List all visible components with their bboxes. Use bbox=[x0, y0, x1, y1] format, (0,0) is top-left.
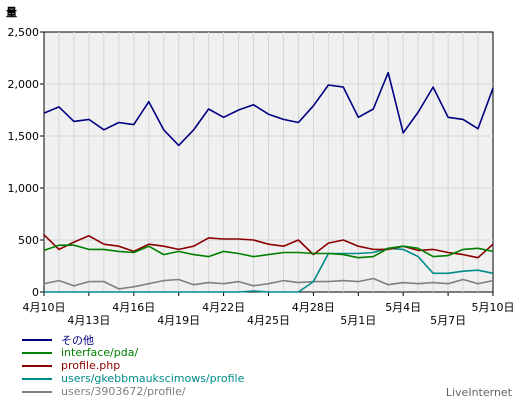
x-tick-label: 4月28日 bbox=[292, 301, 335, 314]
x-tick-label: 4月16日 bbox=[112, 301, 155, 314]
legend: その他 interface/pda/profile.php users/gkebbm… bbox=[22, 333, 244, 398]
y-tick-label: 500 bbox=[18, 234, 39, 247]
x-tick-label: 4月19日 bbox=[157, 314, 200, 327]
legend-item: interface/pda/ bbox=[22, 346, 244, 359]
y-tick-label: 1,500 bbox=[8, 130, 40, 143]
legend-swatch bbox=[22, 390, 52, 393]
x-tick-label: 5月7日 bbox=[430, 314, 466, 327]
y-axis-label: 量 bbox=[6, 6, 17, 19]
x-tick-label: 5月4日 bbox=[385, 301, 421, 314]
legend-label: users/3903672/profile/ bbox=[61, 385, 186, 398]
x-tick-label: 4月25日 bbox=[247, 314, 290, 327]
series-line bbox=[43, 71, 494, 147]
x-tick-label: 4月13日 bbox=[67, 314, 110, 327]
legend-label: その他 bbox=[61, 333, 94, 347]
legend-item: profile.php bbox=[22, 359, 244, 372]
legend-item: その他 bbox=[22, 333, 244, 347]
y-tick-label: 2,000 bbox=[8, 78, 40, 91]
legend-swatch bbox=[22, 351, 52, 354]
series-line bbox=[43, 234, 494, 259]
y-tick-label: 1,000 bbox=[8, 182, 40, 195]
watermark-liveinternet: LiveInternet bbox=[445, 386, 512, 399]
x-tick-label: 4月22日 bbox=[202, 301, 245, 314]
x-tick-label: 5月10日 bbox=[472, 301, 515, 314]
y-axis: 0 500 1,000 1,500 2,000 2,500 bbox=[8, 26, 44, 299]
y-tick-label: 0 bbox=[32, 286, 39, 299]
legend-swatch bbox=[22, 377, 52, 380]
legend-label: users/gkebbmaukscimows/profile bbox=[61, 372, 245, 385]
legend-label: interface/pda/ bbox=[61, 346, 139, 359]
series-line bbox=[43, 277, 494, 290]
series-line bbox=[43, 244, 494, 259]
y-tick-label: 2,500 bbox=[8, 26, 40, 39]
x-tick-label: 5月1日 bbox=[340, 314, 376, 327]
x-tick-label: 4月10日 bbox=[23, 301, 66, 314]
legend-swatch bbox=[22, 338, 52, 341]
series-lines bbox=[43, 71, 494, 293]
legend-item: users/3903672/profile/ bbox=[22, 385, 244, 398]
series-line bbox=[44, 247, 494, 293]
legend-item: users/gkebbmaukscimows/profile bbox=[22, 372, 244, 385]
legend-label: profile.php bbox=[61, 359, 121, 372]
legend-swatch bbox=[22, 364, 52, 367]
